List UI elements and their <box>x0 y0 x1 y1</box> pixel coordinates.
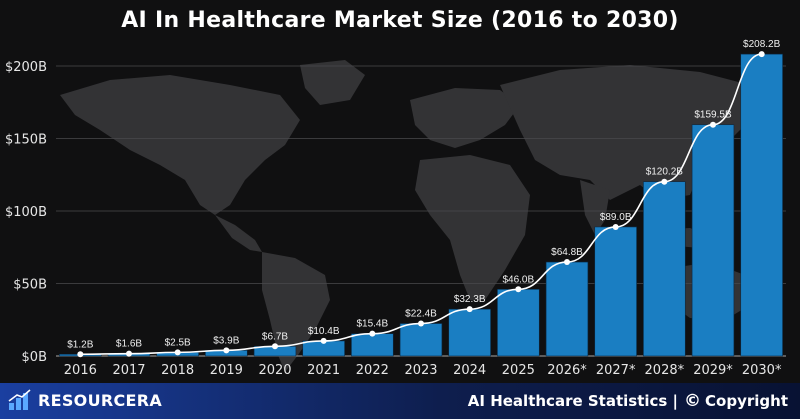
y-tick-label: $0B <box>22 350 47 365</box>
trend-point <box>661 178 668 185</box>
trend-point <box>174 349 181 356</box>
bar-chart-logo-icon <box>8 389 31 410</box>
data-label: $159.5B <box>694 110 732 121</box>
trend-point <box>272 343 278 350</box>
y-tick-label: $200B <box>5 60 47 75</box>
data-label: $32.3B <box>454 294 486 305</box>
data-label: $208.2B <box>743 39 781 50</box>
x-tick-label: 2023 <box>404 363 437 378</box>
x-tick-label: 2024 <box>453 363 486 378</box>
footer-right-text: AI Healthcare Statistics | <box>467 392 679 410</box>
data-label: $22.4B <box>405 309 437 320</box>
data-label: $6.7B <box>262 331 288 342</box>
bar <box>594 226 637 357</box>
trend-point <box>320 337 327 344</box>
brand-name: RESOURCERA <box>38 390 163 410</box>
x-tick-label: 2030* <box>742 363 782 378</box>
brand[interactable]: RESOURCERA <box>8 389 162 411</box>
trend-point <box>369 330 376 337</box>
y-tick-label: $50B <box>13 278 47 293</box>
bar <box>399 323 443 357</box>
chart-title: AI In Healthcare Market Size (2016 to 20… <box>121 8 679 33</box>
x-tick-label: 2025 <box>502 363 535 378</box>
x-tick-label: 2016 <box>64 363 97 378</box>
bar <box>545 261 589 357</box>
data-label: $10.4B <box>308 326 340 337</box>
data-label: $3.9B <box>213 335 239 346</box>
trend-point <box>758 51 765 58</box>
x-tick-label: 2018 <box>161 363 194 378</box>
trend-point <box>710 121 716 128</box>
data-label: $2.5B <box>165 337 191 348</box>
copyright-icon: © <box>684 391 702 411</box>
trend-point <box>418 320 424 327</box>
x-tick-label: 2029* <box>693 363 733 378</box>
data-label: $46.0B <box>502 274 534 285</box>
trend-point <box>564 259 570 266</box>
x-tick-label: 2028* <box>645 363 685 378</box>
x-tick-label: 2017 <box>112 363 145 378</box>
trend-point <box>515 286 522 293</box>
trend-point <box>466 306 473 313</box>
data-label: $64.8B <box>551 247 583 258</box>
bar <box>740 53 783 357</box>
trend-point <box>612 223 619 230</box>
bar <box>448 308 491 357</box>
y-tick-label: $150B <box>5 133 47 148</box>
x-tick-label: 2022 <box>356 363 389 378</box>
bar <box>691 124 735 357</box>
copyright-text: Copyright <box>705 392 788 410</box>
trend-point <box>223 347 230 354</box>
x-tick-label: 2020 <box>258 363 291 378</box>
data-label: $15.4B <box>356 319 388 330</box>
bar <box>351 333 394 357</box>
x-tick-label: 2021 <box>307 363 340 378</box>
bar <box>497 288 540 357</box>
bar <box>643 181 686 357</box>
x-tick-label: 2026* <box>547 363 587 378</box>
chart: $1.2B $1.6B $2.5B $3.9B $6.7B $10.4B $15.4B $22… <box>5 39 786 378</box>
data-label: $1.2B <box>67 339 93 350</box>
data-label: $120.2B <box>646 167 684 178</box>
trend-point <box>77 351 84 358</box>
footer-bar: RESOURCERA AI Healthcare Statistics | © … <box>0 383 800 419</box>
data-label: $1.6B <box>116 339 142 350</box>
y-tick-label: $100B <box>5 205 47 220</box>
data-label: $89.0B <box>600 212 632 223</box>
x-tick-label: 2019 <box>210 363 243 378</box>
footer-credit: AI Healthcare Statistics | © Copyright <box>468 391 788 411</box>
trend-point <box>126 350 132 357</box>
x-tick-label: 2027* <box>596 363 636 378</box>
